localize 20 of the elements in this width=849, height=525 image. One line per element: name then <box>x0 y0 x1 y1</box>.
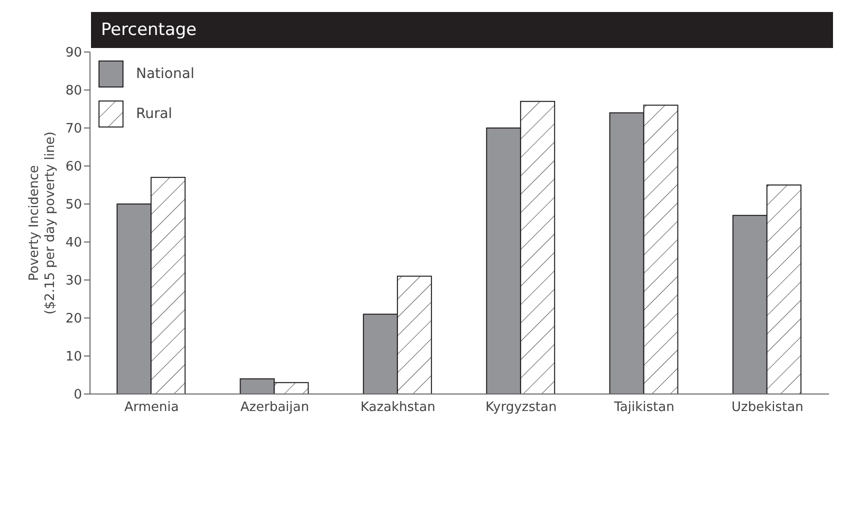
y-tick-label: 20 <box>65 312 82 327</box>
x-tick-label: Uzbekistan <box>732 400 804 416</box>
legend-label: Rural <box>136 106 172 122</box>
x-tick-label: Kazakhstan <box>360 400 436 416</box>
x-tick-label: Armenia <box>124 400 179 416</box>
y-tick-label: 80 <box>65 84 82 99</box>
y-tick-label: 40 <box>65 236 82 251</box>
y-tick-label: 30 <box>65 274 82 289</box>
legend-label: National <box>136 66 194 82</box>
y-tick-label: 50 <box>65 198 82 213</box>
x-tick-label: Tajikistan <box>613 400 674 416</box>
x-tick-label: Kyrgyzstan <box>485 400 557 416</box>
chart-subtitle: Percentage <box>91 12 833 48</box>
x-tick-label: Azerbaijan <box>240 400 310 416</box>
y-axis-title: Poverty Incidence ($2.15 per day poverty line) <box>27 132 58 314</box>
y-tick-label: 70 <box>65 122 82 137</box>
y-tick-label: 90 <box>65 46 82 61</box>
y-tick-label: 60 <box>65 160 82 175</box>
y-tick-label: 0 <box>74 388 82 403</box>
y-tick-label: 10 <box>65 350 82 365</box>
